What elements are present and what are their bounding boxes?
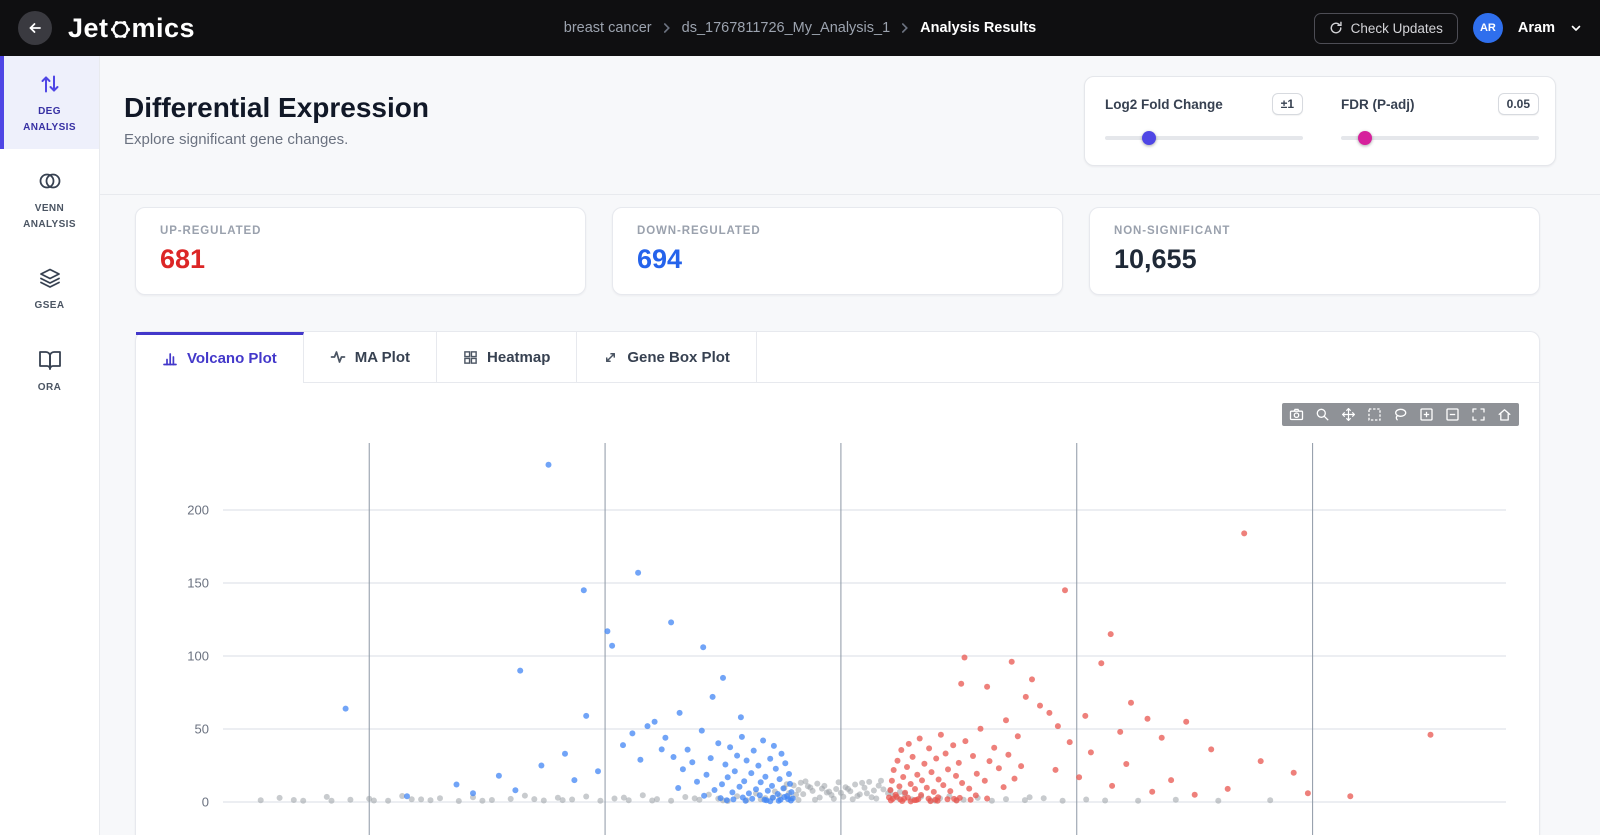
sidebar-item-gsea[interactable]: GSEA [0, 250, 99, 328]
user-menu-chevron-icon[interactable] [1570, 22, 1582, 34]
diagonal-arrows-icon [603, 350, 618, 365]
main-content: Differential Expression Explore signific… [100, 56, 1600, 835]
svg-text:100: 100 [187, 649, 209, 664]
logo-text-post: mics [131, 12, 196, 43]
log2fc-slider-track[interactable] [1105, 136, 1303, 140]
autoscale-icon[interactable] [1466, 404, 1491, 425]
username: Aram [1517, 20, 1555, 36]
log2fc-control: Log2 Fold Change ±1 [1105, 93, 1303, 145]
fdr-label: FDR (P-adj) [1341, 96, 1415, 112]
tab-label: Volcano Plot [187, 350, 277, 367]
chevron-right-icon [662, 22, 672, 34]
sidebar-label-venn: VENN ANALYSIS [23, 203, 76, 230]
check-updates-button[interactable]: Check Updates [1313, 12, 1458, 44]
sidebar-item-deg-analysis[interactable]: DEG ANALYSIS [0, 56, 99, 149]
zoom-icon[interactable] [1310, 404, 1335, 425]
tab-heatmap[interactable]: Heatmap [437, 332, 578, 382]
svg-text:50: 50 [195, 722, 209, 737]
stat-card-nonsignificant: NON-SIGNIFICANT 10,655 [1089, 207, 1540, 295]
breadcrumb: breast cancer ds_1767811726_My_Analysis_… [564, 20, 1036, 36]
deg-arrows-icon [38, 72, 62, 96]
log2fc-value-badge[interactable]: ±1 [1271, 93, 1303, 115]
breadcrumb-item-analysis[interactable]: ds_1767811726_My_Analysis_1 [681, 20, 891, 36]
fdr-slider[interactable] [1341, 131, 1539, 145]
zoom-in-icon[interactable] [1414, 404, 1439, 425]
tab-volcano-plot[interactable]: Volcano Plot [136, 332, 304, 383]
sidebar-item-ora[interactable]: ORA [0, 332, 99, 410]
sidebar-label-deg: DEG ANALYSIS [23, 106, 76, 133]
sidebar-label-gsea: GSEA [34, 300, 65, 311]
box-select-icon[interactable] [1362, 404, 1387, 425]
camera-icon[interactable] [1284, 404, 1309, 425]
tab-label: MA Plot [354, 348, 411, 366]
sidebar-label-ora: ORA [37, 381, 62, 393]
tab-label: Gene Box Plot [627, 348, 730, 366]
stat-label: UP-REGULATED [160, 225, 262, 237]
log2fc-label: Log2 Fold Change [1105, 96, 1223, 112]
tab-label: Heatmap [487, 348, 551, 366]
layers-icon [38, 266, 62, 290]
tab-ma-plot[interactable]: MA Plot [304, 332, 438, 382]
tab-gene-box-plot[interactable]: Gene Box Plot [577, 332, 757, 382]
breadcrumb-item-current: Analysis Results [920, 20, 1037, 36]
stat-label: DOWN-REGULATED [637, 225, 761, 237]
fdr-slider-track[interactable] [1341, 136, 1539, 140]
page-subtitle: Explore significant gene changes. [124, 131, 349, 148]
threshold-controls-card: Log2 Fold Change ±1 FDR (P-adj) 0.05 [1084, 76, 1556, 166]
sidebar: DEG ANALYSIS VENN ANALYSIS GSEA ORA [0, 56, 100, 835]
heatmap-grid-icon [463, 350, 478, 365]
stat-card-upregulated: UP-REGULATED 681 [135, 207, 586, 295]
volcano-plot-svg[interactable]: 0 50 100 150 200 [136, 383, 1539, 835]
arrow-left-icon [27, 20, 43, 36]
page-title: Differential Expression [124, 92, 429, 123]
svg-text:150: 150 [187, 576, 209, 591]
stat-value: 694 [637, 244, 683, 274]
svg-text:0: 0 [202, 795, 209, 810]
pan-icon[interactable] [1336, 404, 1361, 425]
logo-text-pre: Jet [68, 12, 109, 43]
stat-value: 10,655 [1114, 244, 1197, 274]
stat-label: NON-SIGNIFICANT [1114, 225, 1231, 237]
refresh-icon [1329, 21, 1343, 35]
bar-chart-icon [162, 351, 178, 367]
page-header: Differential Expression Explore signific… [100, 56, 1600, 195]
stat-value: 681 [160, 244, 206, 274]
user-avatar[interactable]: AR [1472, 13, 1503, 43]
lasso-icon[interactable] [1388, 404, 1413, 425]
volcano-plot-area: 0 50 100 150 200 [136, 383, 1539, 835]
waveform-icon [330, 349, 346, 365]
check-updates-label: Check Updates [1350, 20, 1443, 36]
log2fc-slider[interactable] [1105, 131, 1303, 145]
plot-card: Volcano Plot MA Plot Heatmap [135, 331, 1540, 835]
stats-row: UP-REGULATED 681 DOWN-REGULATED 694 NON-… [135, 207, 1540, 295]
chevron-right-icon [900, 22, 910, 34]
zoom-out-icon[interactable] [1440, 404, 1465, 425]
breadcrumb-item-dataset-group[interactable]: breast cancer [563, 20, 652, 36]
venn-circles-icon [37, 169, 63, 193]
book-open-icon [38, 348, 62, 372]
fdr-value-badge[interactable]: 0.05 [1497, 93, 1539, 115]
plot-tabs: Volcano Plot MA Plot Heatmap [136, 332, 1539, 383]
app-logo: Jet mics [68, 13, 195, 44]
topbar: Jet mics breast cancer ds_1767811726_My_… [0, 0, 1600, 56]
fdr-slider-thumb[interactable] [1357, 131, 1372, 145]
atom-icon [110, 19, 131, 40]
svg-text:200: 200 [187, 503, 209, 518]
sidebar-item-venn-analysis[interactable]: VENN ANALYSIS [0, 153, 99, 246]
fdr-control: FDR (P-adj) 0.05 [1341, 93, 1539, 145]
log2fc-slider-thumb[interactable] [1141, 131, 1156, 145]
stat-card-downregulated: DOWN-REGULATED 694 [612, 207, 1063, 295]
back-button[interactable] [18, 11, 52, 45]
reset-axes-home-icon[interactable] [1492, 404, 1517, 425]
plotly-modebar [1282, 403, 1519, 426]
